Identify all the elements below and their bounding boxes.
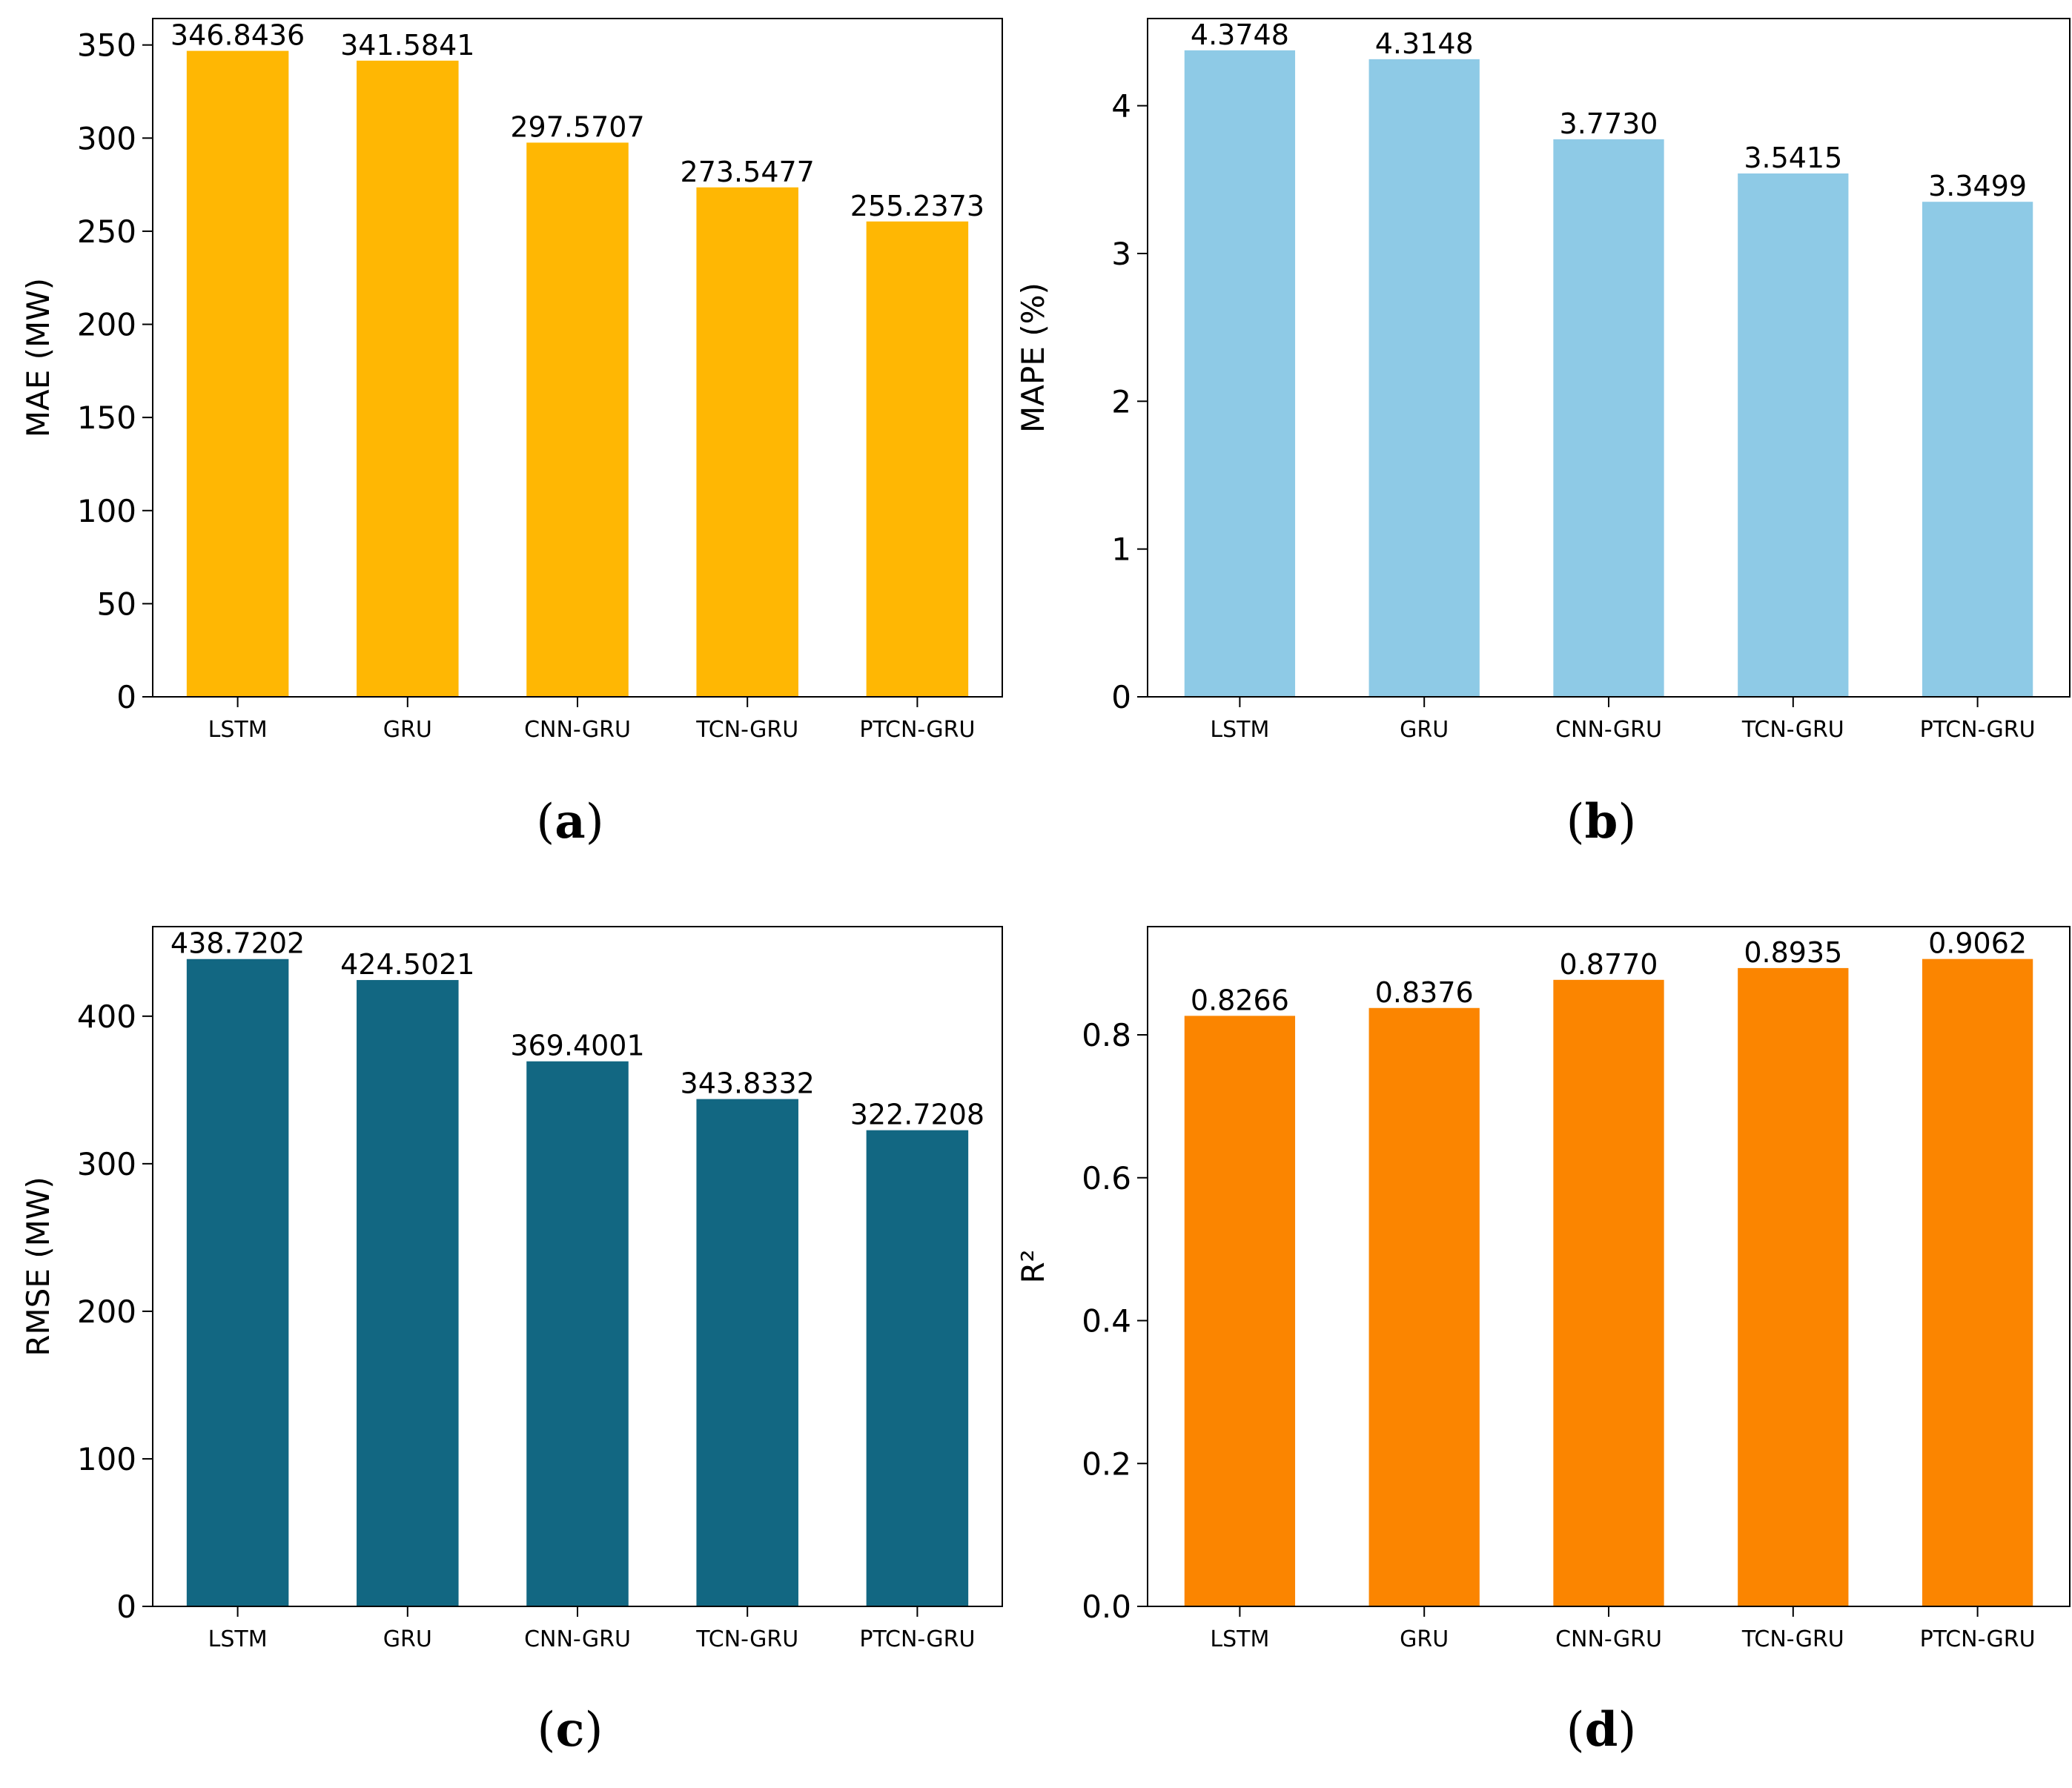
chart-a-ytick-label-1: 50 <box>97 586 136 622</box>
chart-d-xtick-label-3: TCN-GRU <box>1741 1626 1844 1652</box>
chart-b-value-label-3: 3.5415 <box>1744 142 1842 174</box>
chart-d-ytick-label-3: 0.6 <box>1082 1160 1131 1196</box>
chart-b-value-label-1: 4.3148 <box>1375 27 1474 60</box>
chart-a-bar-2 <box>526 142 629 698</box>
chart-d-panel-letter: d <box>1585 1702 1618 1758</box>
chart-c-xtick-label-2: CNN-GRU <box>524 1626 631 1652</box>
chart-d-ylabel: R² <box>1015 1249 1051 1283</box>
chart-c-value-label-0: 438.7202 <box>171 927 305 960</box>
chart-a-ylabel: MAE (MW) <box>20 278 56 437</box>
chart-a-bar-1 <box>357 60 459 697</box>
chart-d-value-label-3: 0.8935 <box>1744 936 1842 969</box>
chart-c-value-label-1: 424.5021 <box>340 948 474 981</box>
chart-c-ytick-label-0: 0 <box>116 1589 136 1625</box>
chart-a-ytick-label-6: 300 <box>77 120 136 156</box>
chart-c-value-label-3: 343.8332 <box>681 1067 815 1100</box>
chart-a-ytick-label-7: 350 <box>77 27 136 64</box>
chart-a-value-label-2: 297.5707 <box>510 110 644 143</box>
chart-d-xtick-label-0: LSTM <box>1210 1626 1269 1652</box>
chart-a-ytick-label-2: 100 <box>77 493 136 529</box>
chart-b-bar-0 <box>1184 50 1296 697</box>
chart-c-panel-letter: c <box>556 1702 585 1758</box>
chart-a-bar-0 <box>186 50 289 697</box>
chart-b-ytick-label-1: 1 <box>1111 532 1131 568</box>
chart-d-value-label-0: 0.8266 <box>1191 984 1289 1016</box>
chart-a-ytick-label-5: 250 <box>77 213 136 250</box>
chart-d-value-label-1: 0.8376 <box>1375 976 1474 1009</box>
chart-b-bar-2 <box>1553 139 1664 697</box>
chart-b-xtick-label-1: GRU <box>1400 717 1449 743</box>
chart-b-xtick-label-2: CNN-GRU <box>1555 717 1662 743</box>
chart-b-xtick-label-0: LSTM <box>1210 717 1269 743</box>
chart-b-ytick-label-3: 3 <box>1111 236 1131 272</box>
chart-b-ytick-label-0: 0 <box>1111 679 1131 715</box>
chart-c-ytick-label-2: 200 <box>77 1294 136 1330</box>
chart-b-ytick-label-2: 2 <box>1111 383 1131 420</box>
chart-c-ylabel: RMSE (MW) <box>20 1176 56 1357</box>
chart-d-xtick-label-4: PTCN-GRU <box>1920 1626 2036 1652</box>
chart-c-ytick-label-3: 300 <box>77 1146 136 1182</box>
chart-d-ytick-label-1: 0.2 <box>1082 1446 1131 1482</box>
chart-c-bar-3 <box>696 1099 798 1606</box>
chart-a-bar-3 <box>696 187 798 697</box>
chart-d-value-label-4: 0.9062 <box>1928 927 2027 960</box>
chart-b-panel-letter: b <box>1585 794 1618 850</box>
chart-c-ytick-label-4: 400 <box>77 999 136 1035</box>
chart-a-bar-4 <box>866 221 969 698</box>
chart-b-xtick-label-4: PTCN-GRU <box>1920 717 2036 743</box>
chart-c-bar-1 <box>357 980 459 1606</box>
chart-c-panel-label: (c) <box>537 1702 603 1758</box>
chart-d-ytick-label-2: 0.4 <box>1082 1303 1131 1340</box>
chart-b-panel-label: (b) <box>1566 794 1637 850</box>
chart-a-xtick-label-4: PTCN-GRU <box>859 717 975 743</box>
chart-d-value-label-2: 0.8770 <box>1560 948 1658 981</box>
chart-a-value-label-1: 341.5841 <box>340 29 474 62</box>
chart-c-bar-4 <box>866 1130 969 1606</box>
chart-a-ytick-label-4: 200 <box>77 307 136 343</box>
chart-d-xtick-label-1: GRU <box>1400 1626 1449 1652</box>
chart-c-bar-2 <box>526 1061 629 1606</box>
chart-a-panel-letter: a <box>555 794 585 850</box>
chart-a-panel-label: (a) <box>536 794 603 850</box>
chart-b-xtick-label-3: TCN-GRU <box>1741 717 1844 743</box>
chart-d-bar-1 <box>1368 1007 1480 1606</box>
chart-c-ytick-label-1: 100 <box>77 1441 136 1477</box>
chart-b-value-label-0: 4.3748 <box>1191 19 1289 51</box>
chart-c-value-label-2: 369.4001 <box>510 1030 644 1062</box>
chart-c-xtick-label-0: LSTM <box>208 1626 268 1652</box>
chart-d-panel-label: (d) <box>1566 1702 1637 1758</box>
chart-c-bar-0 <box>186 958 289 1606</box>
chart-d-ytick-label-4: 0.8 <box>1082 1017 1131 1053</box>
chart-a-xtick-label-1: GRU <box>383 717 432 743</box>
chart-c-value-label-4: 322.7208 <box>850 1099 984 1131</box>
chart-d-bar-4 <box>1922 958 2033 1606</box>
chart-b-value-label-2: 3.7730 <box>1560 107 1658 140</box>
chart-d-bar-3 <box>1738 967 1849 1606</box>
chart-c-xtick-label-1: GRU <box>383 1626 432 1652</box>
chart-b-ytick-label-4: 4 <box>1111 88 1131 125</box>
chart-c-xtick-label-4: PTCN-GRU <box>859 1626 975 1652</box>
chart-a-ytick-label-3: 150 <box>77 400 136 436</box>
chart-c-xtick-label-3: TCN-GRU <box>695 1626 798 1652</box>
chart-d-bar-2 <box>1553 979 1664 1606</box>
chart-d-bar-0 <box>1184 1016 1296 1606</box>
chart-b-value-label-4: 3.3499 <box>1928 170 2027 202</box>
chart-b-bar-3 <box>1738 173 1849 697</box>
chart-d-xtick-label-2: CNN-GRU <box>1555 1626 1662 1652</box>
chart-a-xtick-label-2: CNN-GRU <box>524 717 631 743</box>
chart-b-bar-1 <box>1368 59 1480 698</box>
chart-a-xtick-label-3: TCN-GRU <box>695 717 798 743</box>
chart-a-value-label-4: 255.2373 <box>850 190 984 222</box>
chart-a-xtick-label-0: LSTM <box>208 717 268 743</box>
chart-a-value-label-3: 273.5477 <box>681 156 815 188</box>
chart-b-ylabel: MAPE (%) <box>1015 282 1051 433</box>
chart-b-bar-4 <box>1922 202 2033 697</box>
chart-d-ytick-label-0: 0.0 <box>1082 1589 1131 1625</box>
chart-a-ytick-label-0: 0 <box>116 679 136 715</box>
chart-a-value-label-0: 346.8436 <box>171 19 305 52</box>
